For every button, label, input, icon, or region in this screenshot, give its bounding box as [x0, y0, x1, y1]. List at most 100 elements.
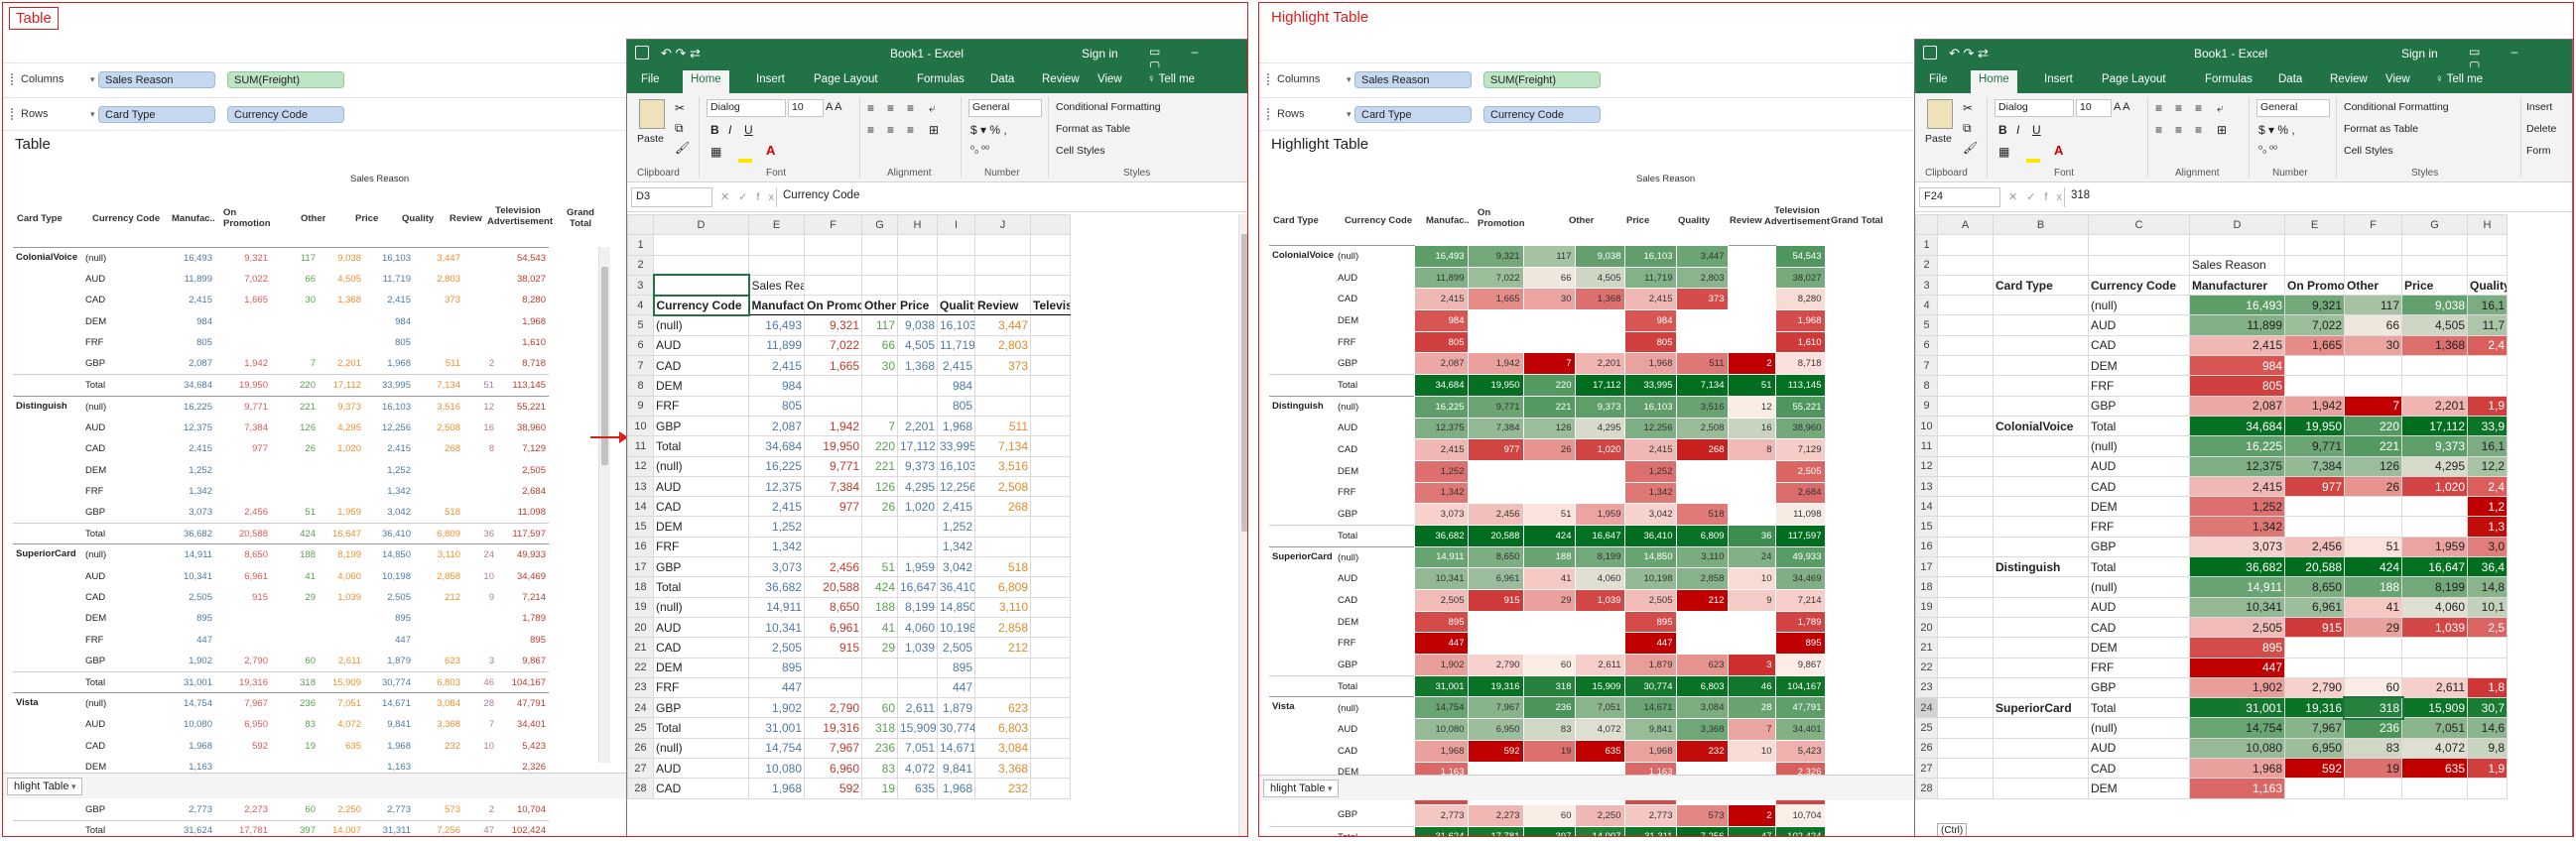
row-header[interactable]: 22 — [1915, 657, 1938, 678]
cell[interactable]: 30 — [861, 355, 898, 377]
fill-color-icon[interactable] — [2026, 159, 2040, 163]
cell[interactable]: 9,373 — [897, 455, 938, 477]
columns-shelf[interactable]: Columns Sales Reason SUM(Freight) — [1267, 68, 1601, 90]
font-size-select[interactable]: 10 — [788, 99, 824, 117]
align-icon[interactable]: ≡ — [887, 123, 895, 137]
row-header[interactable]: 25 — [1915, 717, 1938, 739]
cell[interactable]: 16,493 — [748, 314, 805, 336]
column-header[interactable]: I — [937, 213, 975, 236]
cell[interactable]: 221 — [861, 455, 898, 477]
cell[interactable]: AUD — [2088, 737, 2190, 760]
cell[interactable]: 1,968 — [2189, 758, 2285, 780]
cell[interactable] — [1993, 475, 2089, 498]
cell[interactable]: 2,803 — [974, 334, 1031, 357]
cell[interactable]: 126 — [861, 475, 898, 498]
cell[interactable]: 4,072 — [2401, 737, 2468, 760]
row-header[interactable]: 8 — [1915, 375, 1938, 397]
cell[interactable]: 236 — [861, 737, 898, 760]
cell[interactable] — [974, 657, 1031, 678]
cell[interactable]: 623 — [974, 697, 1031, 719]
cell[interactable]: 10,198 — [937, 616, 975, 639]
cell[interactable]: 1,665 — [804, 355, 862, 377]
spreadsheet-grid[interactable]: A B C D E F G H 1 2 Sales Reason 3 Card Type Currency… — [1915, 213, 2508, 799]
paste-button[interactable]: Paste — [1925, 133, 1952, 145]
cell[interactable]: 26 — [861, 496, 898, 518]
cell[interactable]: 1,665 — [2284, 334, 2345, 357]
cell[interactable]: 2,415 — [2189, 334, 2285, 357]
cell[interactable]: 2,415 — [937, 496, 975, 518]
cell[interactable] — [1993, 334, 2089, 357]
row-header[interactable]: 9 — [627, 395, 654, 417]
row-header[interactable]: 14 — [627, 496, 654, 518]
cell[interactable]: 16,1 — [2467, 435, 2508, 457]
row-header[interactable]: 5 — [627, 314, 654, 336]
cell[interactable]: 1,9 — [2467, 395, 2508, 417]
cell[interactable]: 2,4 — [2467, 475, 2508, 498]
cell[interactable]: Total — [2088, 697, 2190, 719]
cell[interactable]: 895 — [748, 657, 805, 678]
cell[interactable]: 4,060 — [897, 616, 938, 639]
sign-in-link[interactable]: Sign in — [2401, 47, 2438, 60]
cell[interactable]: DEM — [653, 375, 749, 397]
cell[interactable]: 19,950 — [2284, 415, 2345, 437]
cell[interactable]: 9,038 — [897, 314, 938, 336]
cell[interactable]: 511 — [974, 415, 1031, 437]
row-header[interactable]: 12 — [627, 455, 654, 477]
row-header[interactable]: 18 — [627, 576, 654, 598]
row-header[interactable]: 5 — [1915, 314, 1938, 336]
rows-shelf[interactable]: Rows Card Type Currency Code — [11, 103, 344, 125]
ribbon-tab[interactable]: ♀ Tell me — [2435, 73, 2484, 85]
row-header[interactable]: 11 — [627, 435, 654, 457]
header-cell[interactable]: Other — [861, 295, 898, 316]
cell[interactable]: 1,8 — [2467, 676, 2508, 699]
cell[interactable]: DEM — [2088, 778, 2190, 799]
cell[interactable]: (null) — [2088, 576, 2190, 598]
row-header[interactable]: 4 — [1915, 295, 1938, 316]
row-header[interactable]: 13 — [1915, 475, 1938, 498]
cell[interactable]: AUD — [653, 334, 749, 357]
cell[interactable]: Total — [653, 435, 749, 457]
cell-styles-button[interactable]: Cell Styles — [1056, 145, 1105, 157]
cell[interactable]: 220 — [2344, 415, 2402, 437]
cell[interactable]: 1,2 — [2467, 496, 2508, 518]
row-header[interactable]: 16 — [1915, 536, 1938, 558]
cell[interactable]: 31,001 — [2189, 697, 2285, 719]
cell[interactable]: 29 — [861, 637, 898, 659]
align-icon[interactable]: ≡ — [2155, 123, 2163, 137]
cell[interactable]: 2,415 — [748, 496, 805, 518]
cell[interactable]: 10,341 — [2189, 596, 2285, 618]
delete-button[interactable]: Delete — [2526, 123, 2557, 135]
sheet-tab[interactable]: hlight Table — [7, 778, 83, 795]
paste-button[interactable]: Paste — [637, 133, 664, 145]
cell[interactable]: 424 — [861, 576, 898, 598]
cell[interactable]: 805 — [748, 395, 805, 417]
cell[interactable] — [804, 395, 862, 417]
cell[interactable] — [2344, 355, 2402, 377]
cell[interactable]: 2,201 — [897, 415, 938, 437]
cell[interactable]: 4,060 — [2401, 596, 2468, 618]
cell[interactable]: 2,858 — [974, 616, 1031, 639]
cell[interactable]: 1,959 — [2401, 536, 2468, 558]
row-header[interactable]: 4 — [627, 295, 654, 316]
cell[interactable]: 66 — [861, 334, 898, 357]
cell[interactable]: GBP — [2088, 676, 2190, 699]
cell[interactable] — [2401, 496, 2468, 518]
cell[interactable]: 373 — [974, 355, 1031, 377]
cell[interactable]: 1,879 — [937, 697, 975, 719]
cell[interactable]: 805 — [2189, 375, 2285, 397]
cell[interactable]: 7,051 — [897, 737, 938, 760]
cell[interactable]: 14,754 — [748, 737, 805, 760]
row-header[interactable]: 2 — [627, 254, 654, 276]
cell[interactable] — [974, 676, 1031, 699]
row-header[interactable]: 26 — [1915, 737, 1938, 760]
cell[interactable]: Total — [653, 717, 749, 739]
cell[interactable] — [1993, 576, 2089, 598]
cell[interactable]: 2,415 — [748, 355, 805, 377]
cell[interactable] — [2344, 496, 2402, 518]
cell[interactable]: GBP — [653, 697, 749, 719]
cell[interactable]: 12,375 — [748, 475, 805, 498]
cell[interactable]: 6,960 — [804, 758, 862, 780]
column-header[interactable]: J — [974, 213, 1031, 236]
cell[interactable]: 11,7 — [2467, 314, 2508, 336]
cell-styles-button[interactable]: Cell Styles — [2344, 145, 2393, 157]
